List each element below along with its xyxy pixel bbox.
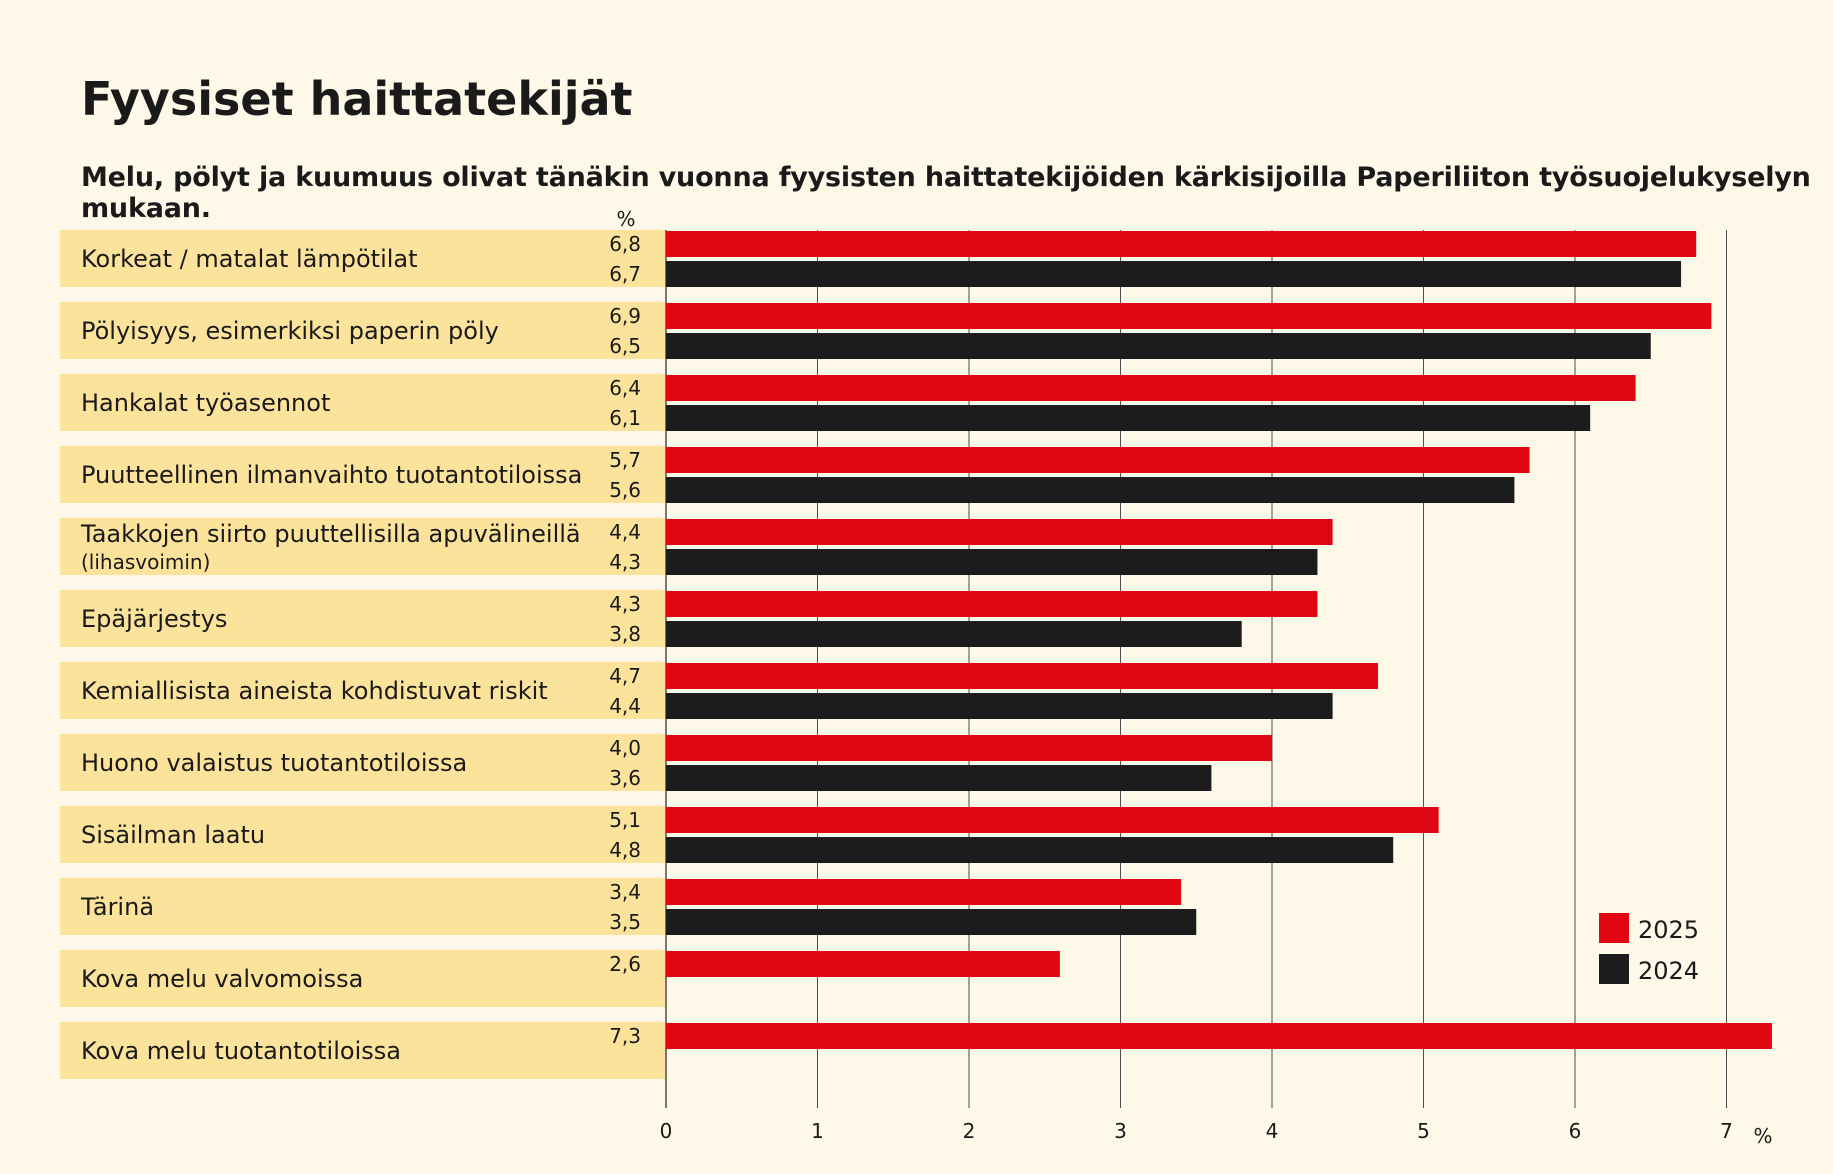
bar-2025 xyxy=(666,735,1272,761)
category-band xyxy=(60,302,666,359)
chart-title: Fyysiset haittatekijät xyxy=(81,72,633,126)
category-label: Taakkojen siirto puuttellisilla apuvälin… xyxy=(80,520,581,548)
chart-subtitle: Melu, pölyt ja kuumuus olivat tänäkin vu… xyxy=(81,162,1811,224)
value-label-2024: 3,8 xyxy=(609,622,641,646)
category-band xyxy=(60,446,666,503)
value-label-2024: 3,5 xyxy=(609,910,641,934)
x-tick-label: 2 xyxy=(963,1119,976,1143)
bar-2025 xyxy=(666,447,1530,473)
category-label: Sisäilman laatu xyxy=(81,821,265,849)
category-band xyxy=(60,518,666,575)
value-label-2024: 4,8 xyxy=(609,838,641,862)
value-label-2024: 5,6 xyxy=(609,478,641,502)
category-label: Tärinä xyxy=(80,893,154,921)
category-label: Huono valaistus tuotantotiloissa xyxy=(81,749,467,777)
x-tick-label: 0 xyxy=(660,1119,673,1143)
value-label-2025: 4,4 xyxy=(609,520,641,544)
x-axis-label: % xyxy=(1753,1124,1772,1148)
category-label: Kova melu valvomoissa xyxy=(81,965,363,993)
value-label-2025: 7,3 xyxy=(609,1024,641,1048)
category-band xyxy=(60,878,666,935)
value-label-2025: 4,0 xyxy=(609,736,641,760)
value-label-2025: 6,4 xyxy=(609,376,641,400)
bar-2024 xyxy=(666,765,1212,791)
bar-2024 xyxy=(666,261,1682,287)
bar-2025 xyxy=(666,375,1636,401)
bar-2024 xyxy=(666,621,1242,647)
value-label-2024: 3,6 xyxy=(609,766,641,790)
legend-label: 2025 xyxy=(1638,916,1699,944)
value-unit-label: % xyxy=(616,207,635,231)
category-band xyxy=(60,374,666,431)
value-label-2025: 6,8 xyxy=(609,232,641,256)
category-band xyxy=(60,230,666,287)
value-label-2025: 6,9 xyxy=(609,304,641,328)
x-tick-label: 4 xyxy=(1266,1119,1279,1143)
x-tick-label: 6 xyxy=(1569,1119,1582,1143)
category-label-note: (lihasvoimin) xyxy=(81,550,210,574)
x-tick-label: 7 xyxy=(1720,1119,1733,1143)
bar-2025 xyxy=(666,231,1697,257)
value-label-2024: 6,1 xyxy=(609,406,641,430)
category-label: Kova melu tuotantotiloissa xyxy=(81,1037,401,1065)
category-label: Hankalat työasennot xyxy=(81,389,330,417)
bar-2025 xyxy=(666,303,1712,329)
x-tick-label: 3 xyxy=(1114,1119,1127,1143)
legend-label: 2024 xyxy=(1638,957,1699,985)
category-label: Pölyisyys, esimerkiksi paperin pöly xyxy=(81,317,499,345)
x-tick-label: 5 xyxy=(1417,1119,1430,1143)
category-label: Puutteellinen ilmanvaihto tuotantotilois… xyxy=(81,461,582,489)
value-label-2025: 4,7 xyxy=(609,664,641,688)
legend-swatch-2025 xyxy=(1599,913,1629,943)
bar-2025 xyxy=(666,519,1333,545)
bar-2025 xyxy=(666,1023,1772,1049)
value-label-2025: 5,1 xyxy=(609,808,641,832)
bar-2024 xyxy=(666,693,1333,719)
bar-2024 xyxy=(666,837,1394,863)
value-label-2024: 4,3 xyxy=(609,550,641,574)
x-tick-label: 1 xyxy=(811,1119,824,1143)
value-label-2025: 4,3 xyxy=(609,592,641,616)
bar-2024 xyxy=(666,333,1651,359)
value-label-2024: 6,5 xyxy=(609,334,641,358)
category-label: Kemiallisista aineista kohdistuvat riski… xyxy=(81,677,548,705)
category-band xyxy=(60,662,666,719)
category-label: Epäjärjestys xyxy=(81,605,227,633)
bar-2024 xyxy=(666,909,1197,935)
category-band xyxy=(60,590,666,647)
bar-2024 xyxy=(666,405,1591,431)
bar-2025 xyxy=(666,807,1439,833)
category-band xyxy=(60,806,666,863)
category-band xyxy=(60,950,666,1007)
value-label-2025: 2,6 xyxy=(609,952,641,976)
value-label-2024: 6,7 xyxy=(609,262,641,286)
legend-swatch-2024 xyxy=(1599,954,1629,984)
bar-2024 xyxy=(666,549,1318,575)
category-label: Korkeat / matalat lämpötilat xyxy=(81,245,418,273)
value-label-2024: 4,4 xyxy=(609,694,641,718)
category-band xyxy=(60,1022,666,1079)
bar-2025 xyxy=(666,879,1182,905)
bar-2025 xyxy=(666,663,1379,689)
bar-2025 xyxy=(666,951,1060,977)
value-label-2025: 3,4 xyxy=(609,880,641,904)
value-label-2025: 5,7 xyxy=(609,448,641,472)
bar-2025 xyxy=(666,591,1318,617)
bar-2024 xyxy=(666,477,1515,503)
category-band xyxy=(60,734,666,791)
